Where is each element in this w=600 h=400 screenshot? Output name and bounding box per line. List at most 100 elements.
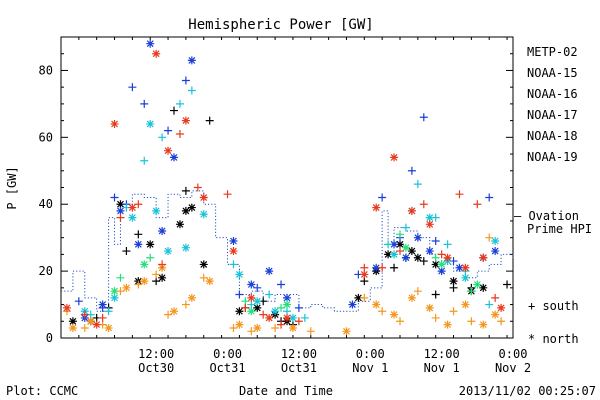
noaa-15-north-point	[390, 240, 399, 249]
noaa-16-south-point	[443, 240, 452, 249]
noaa-19-south-point	[193, 183, 202, 192]
legend-north: * north	[528, 332, 579, 346]
legend-noaa-17: NOAA-17	[527, 108, 578, 122]
noaa-18-north-point	[425, 303, 434, 312]
noaa-16-south-point	[140, 156, 149, 165]
noaa-16-south-point	[265, 290, 274, 299]
noaa-17-south-point	[116, 273, 125, 282]
noaa-15-north-point	[229, 237, 238, 246]
noaa-19-north-point	[181, 116, 190, 125]
metp-02-north-point	[175, 220, 184, 229]
metp-02-north-point	[116, 200, 125, 209]
noaa-18-south-point	[80, 323, 89, 332]
metp-02-north-point	[146, 240, 155, 249]
noaa-15-north-point	[187, 56, 196, 65]
noaa-15-south-point	[181, 76, 190, 85]
y-tick-label: 0	[46, 331, 53, 345]
metp-02-south-point	[122, 247, 131, 256]
noaa-16-north-point	[110, 293, 119, 302]
noaa-16-south-point	[158, 133, 167, 142]
noaa-18-south-point	[306, 327, 315, 336]
noaa-16-south-point	[247, 300, 256, 309]
noaa-16-north-point	[181, 243, 190, 252]
metp-02-north-point	[253, 303, 262, 312]
y-axis-ticks: 0 20 40 60 80	[39, 36, 513, 345]
noaa-18-south-point	[360, 293, 369, 302]
noaa-15-north-point	[265, 267, 274, 276]
noaa-16-south-point	[413, 180, 422, 189]
noaa-19-north-point	[461, 263, 470, 272]
noaa-16-south-point	[104, 307, 113, 316]
noaa-15-south-point	[110, 193, 119, 202]
noaa-16-north-point	[152, 206, 161, 215]
noaa-18-north-point	[479, 320, 488, 329]
noaa-18-north-point	[86, 317, 95, 326]
noaa-19-south-point	[473, 200, 482, 209]
metp-02-south-point	[152, 277, 161, 286]
noaa-16-north-point	[146, 119, 155, 128]
metp-02-south-point	[449, 283, 458, 292]
noaa-18-south-point	[199, 273, 208, 282]
noaa-16-south-point	[485, 300, 494, 309]
noaa-18-north-point	[68, 323, 77, 332]
noaa-15-north-point	[437, 267, 446, 276]
noaa-18-south-point	[413, 287, 422, 296]
noaa-19-north-point	[152, 49, 161, 58]
noaa-15-south-point	[253, 283, 262, 292]
noaa-19-north-point	[199, 193, 208, 202]
noaa-19-north-point	[372, 203, 381, 212]
chart-title: Hemispheric Power [GW]	[188, 17, 373, 33]
noaa-18-south-point	[181, 300, 190, 309]
noaa-18-south-point	[164, 310, 173, 319]
noaa-15-north-point	[425, 247, 434, 256]
y-tick-label: 60	[39, 130, 53, 144]
x-tick-date-label: Oct30	[138, 361, 174, 375]
metp-02-north-point	[235, 307, 244, 316]
metp-02-south-point	[181, 186, 190, 195]
noaa-16-south-point	[283, 307, 291, 316]
x-tick-time-label: 0:00	[213, 347, 242, 361]
footer-plot-credit: Plot: CCMC	[6, 384, 78, 398]
noaa-18-north-point	[205, 277, 214, 286]
noaa-15-north-point	[348, 300, 357, 309]
legend-ovation-line1: – Ovation	[514, 209, 579, 223]
noaa-15-south-point	[128, 83, 137, 92]
noaa-16-north-point	[461, 273, 470, 282]
noaa-15-south-point	[407, 166, 416, 175]
noaa-19-north-point	[110, 119, 119, 128]
metp-02-north-point	[407, 247, 416, 256]
metp-02-north-point	[431, 260, 440, 269]
metp-02-north-point	[384, 250, 393, 259]
noaa-15-south-point	[294, 303, 303, 312]
noaa-18-north-point	[170, 307, 178, 316]
noaa-19-north-point	[62, 303, 71, 312]
metp-02-north-point	[413, 253, 422, 262]
noaa-17-north-point	[110, 287, 119, 296]
noaa-18-north-point	[253, 323, 262, 332]
metp-02-north-point	[396, 240, 404, 249]
noaa-18-south-point	[497, 317, 506, 326]
noaa-16-north-point	[253, 297, 262, 306]
metp-02-north-point	[449, 277, 458, 286]
noaa-16-south-point	[384, 240, 393, 249]
noaa-15-north-point	[455, 263, 464, 272]
metp-02-south-point	[205, 116, 214, 125]
noaa-19-north-point	[443, 253, 452, 262]
noaa-18-south-point	[467, 317, 476, 326]
noaa-18-south-point	[116, 287, 125, 296]
x-tick-date-label: Nov 2	[495, 361, 531, 375]
metp-02-north-point	[68, 317, 77, 326]
x-tick-date-label: Nov 1	[352, 361, 388, 375]
noaa-19-south-point	[455, 190, 464, 199]
noaa-19-north-point	[479, 253, 488, 262]
noaa-18-north-point	[288, 323, 297, 332]
noaa-16-north-point	[271, 307, 280, 316]
noaa-16-south-point	[229, 260, 238, 269]
legend-ovation-line2: Prime HPI	[527, 222, 592, 236]
noaa-15-south-point	[74, 297, 83, 306]
noaa-16-north-point	[199, 210, 208, 219]
noaa-18-north-point	[342, 327, 351, 336]
noaa-17-south-point	[431, 253, 440, 262]
noaa-17-north-point	[283, 300, 291, 309]
